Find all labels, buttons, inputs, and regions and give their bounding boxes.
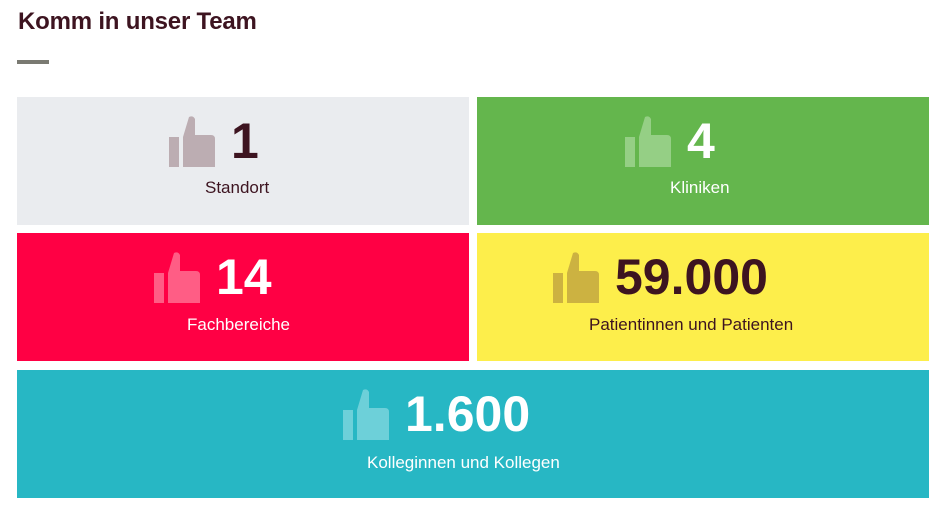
stat-label: Patientinnen und Patienten (589, 315, 794, 334)
section-title: Komm in unser Team (18, 8, 257, 35)
stat-value: 4 (687, 113, 715, 169)
stat-value: 59.000 (615, 249, 768, 305)
stat-label: Kliniken (670, 178, 730, 197)
thumbs-up-icon (625, 116, 671, 167)
stat-value: 14 (216, 249, 272, 305)
thumbs-up-icon (343, 389, 389, 440)
stat-tile-fachbereiche: 14 Fachbereiche (17, 233, 469, 361)
stat-value: 1 (231, 113, 259, 169)
thumbs-up-icon (154, 252, 200, 303)
title-underline (17, 60, 49, 64)
stat-tile-standort: 1 Standort (17, 97, 469, 225)
stat-label: Kolleginnen und Kollegen (367, 453, 560, 472)
thumbs-up-icon (169, 116, 215, 167)
thumbs-up-icon (553, 252, 599, 303)
stat-tile-kliniken: 4 Kliniken (477, 97, 929, 225)
stat-value: 1.600 (405, 386, 531, 442)
stat-tile-patienten: 59.000 Patientinnen und Patienten (477, 233, 929, 361)
stat-label: Standort (205, 178, 270, 197)
stat-tile-kollegen: 1.600 Kolleginnen und Kollegen (17, 370, 929, 498)
stat-label: Fachbereiche (187, 315, 291, 334)
